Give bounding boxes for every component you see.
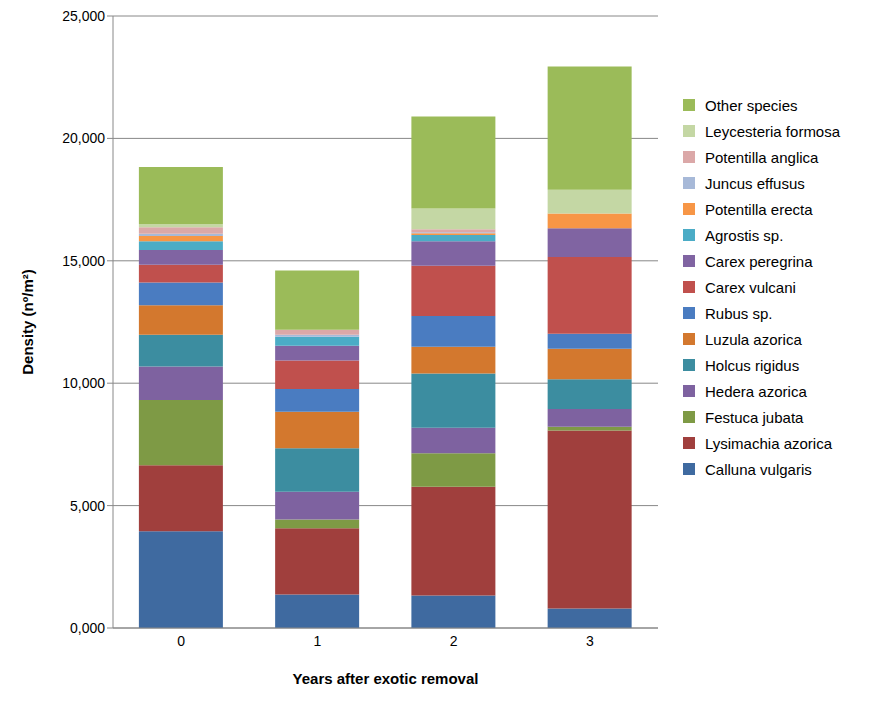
html-text:Agrostis sp.: Agrostis sp. [705,226,784,244]
svg-text:5,000: 5,000 [70,498,105,514]
svg-text:25,000: 25,000 [62,8,105,24]
svg-text:0,000: 0,000 [70,620,105,636]
svg-text:15,000: 15,000 [62,253,105,269]
html-text:Lysimachia azorica: Lysimachia azorica [705,434,832,452]
html-text:Calluna vulgaris: Calluna vulgaris [705,460,812,478]
html-text:Festuca jubata: Festuca jubata [705,408,804,426]
svg-text:1: 1 [313,633,321,649]
svg-text:Years after exotic removal: Years after exotic removal [293,670,479,687]
svg-text:Density (nº/m²): Density (nº/m²) [19,269,36,374]
html-text:Carex vulcani: Carex vulcani [705,278,796,296]
html-text:Carex peregrina: Carex peregrina [705,252,813,270]
svg-text:3: 3 [586,633,594,649]
svg-text:2: 2 [450,633,458,649]
svg-text:10,000: 10,000 [62,375,105,391]
html-text:Luzula azorica: Luzula azorica [705,330,802,348]
html-text:Potentilla erecta: Potentilla erecta [705,200,813,218]
html-text:Rubus sp.: Rubus sp. [705,304,773,322]
html-text:Leycesteria formosa: Leycesteria formosa [705,122,841,140]
html-text:Hedera azorica: Hedera azorica [705,382,807,400]
html-text:Potentilla anglica: Potentilla anglica [705,148,819,166]
svg-text:20,000: 20,000 [62,130,105,146]
svg-text:0: 0 [177,633,185,649]
html-text:Holcus rigidus: Holcus rigidus [705,356,800,374]
html-text:Juncus effusus: Juncus effusus [705,174,805,192]
html-text:Other species: Other species [705,96,798,114]
